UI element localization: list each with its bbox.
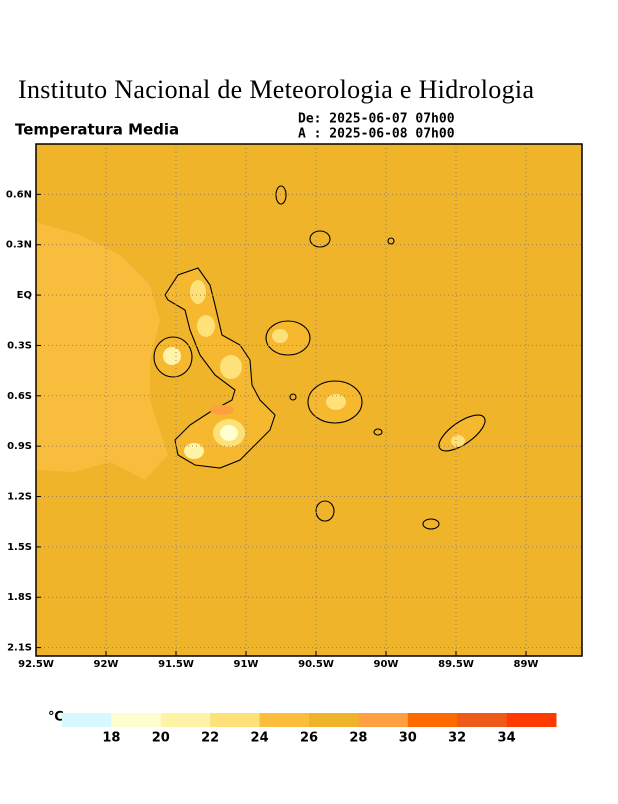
island-san-cristobal [438, 414, 486, 452]
date-to: A : 2025-06-08 07h00 [298, 127, 455, 142]
warm-spot [197, 315, 215, 337]
island-isabela [164, 267, 276, 469]
legend-swatch [62, 713, 112, 727]
lon-tick-label: 91.5W [158, 659, 194, 670]
legend-label: 28 [349, 731, 367, 746]
hot-spot [210, 405, 234, 415]
subtitle: Temperatura Media [15, 121, 179, 139]
island-santiago [265, 320, 311, 356]
lat-tick-label: 1.2S [7, 492, 32, 503]
legend-label: 22 [201, 731, 219, 746]
legend-label: 32 [448, 731, 466, 746]
legend-label: 30 [399, 731, 417, 746]
legend-swatch [457, 713, 508, 727]
legend-label: 18 [102, 731, 120, 746]
cool-zone [36, 222, 168, 480]
island-pinta [275, 185, 287, 205]
warm-spot [451, 435, 465, 447]
map-frame [35, 143, 583, 657]
legend-label: 26 [300, 731, 318, 746]
legend-swatch [160, 713, 211, 727]
island-santa-fe [373, 428, 383, 436]
warm-spot [272, 329, 288, 343]
lat-tick-label: EQ [17, 290, 32, 301]
legend-swatch [210, 713, 261, 727]
grid [35, 144, 582, 656]
warm-spot [190, 280, 206, 304]
lat-tick-label: 2.1S [7, 643, 32, 654]
legend-label: 24 [251, 731, 269, 746]
island-genovesa [387, 237, 395, 245]
warm-spot [220, 355, 242, 379]
lat-tick-label: 0.3S [7, 340, 32, 351]
lat-tick-label: 1.5S [7, 542, 32, 553]
title: Instituto Nacional de Meteorologia e Hid… [18, 75, 534, 104]
island-marchena [309, 230, 331, 248]
legend-swatch [309, 713, 359, 727]
lon-tick-label: 92.5W [18, 659, 54, 670]
lon-tick-label: 91W [234, 659, 259, 670]
legend-swatch [407, 713, 458, 727]
legend-unit: ℃ [48, 710, 64, 725]
lon-tick-label: 90W [374, 659, 399, 670]
island-espanola [422, 518, 440, 530]
lon-tick-label: 89.5W [438, 659, 474, 670]
lat-tick-label: 0.6N [6, 189, 32, 200]
warm-spot [184, 443, 204, 459]
map-field [36, 144, 582, 656]
warm-spot [220, 425, 238, 441]
date-from: De: 2025-06-07 07h00 [298, 112, 455, 127]
lat-tick-label: 1.8S [7, 592, 32, 603]
warm-spot [163, 347, 181, 365]
legend-swatch [506, 713, 557, 727]
lon-tick-label: 92W [94, 659, 119, 670]
legend-label: 34 [498, 731, 516, 746]
lon-tick-label: 90.5W [298, 659, 334, 670]
legend-swatch [358, 713, 409, 727]
lat-tick-label: 0.3N [6, 240, 32, 251]
legend-label: 20 [152, 731, 170, 746]
legend-swatch [259, 713, 310, 727]
island-floreana [315, 500, 335, 522]
lon-tick-label: 89W [514, 659, 539, 670]
legend-swatch [111, 713, 162, 727]
island-rabida [289, 393, 297, 401]
lat-tick-label: 0.6S [7, 391, 32, 402]
lat-tick-label: 0.9S [7, 441, 32, 452]
warm-spot [326, 394, 346, 410]
